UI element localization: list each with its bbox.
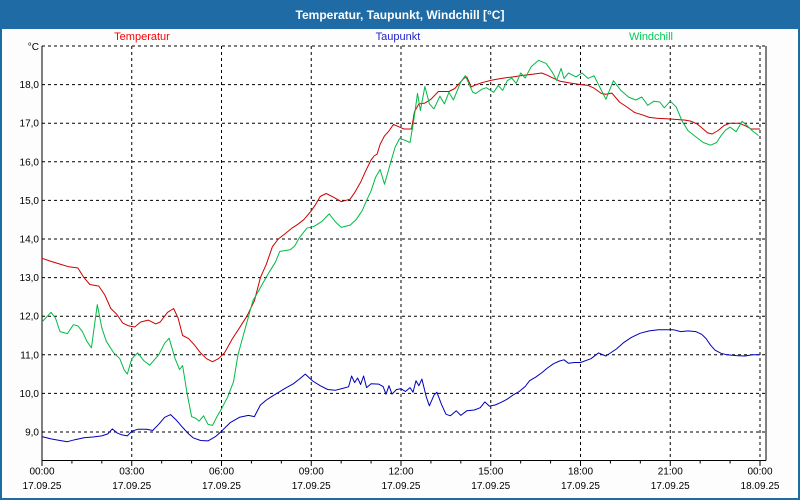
x-tick-time-label: 00:00 bbox=[29, 467, 54, 478]
x-tick-time-label: 03:00 bbox=[119, 467, 144, 478]
y-tick-label: 9,0 bbox=[25, 428, 39, 439]
x-tick-date-label: 17.09.25 bbox=[382, 481, 421, 492]
title-bar: Temperatur, Taupunkt, Windchill [°C] bbox=[2, 2, 798, 29]
legend-windchill: Windchill bbox=[628, 31, 674, 43]
x-tick-date-label: 17.09.25 bbox=[471, 481, 510, 492]
y-tick-label: 11,0 bbox=[20, 350, 39, 361]
y-tick-label: 16,0 bbox=[20, 157, 40, 168]
series-line-taupunkt bbox=[41, 329, 760, 443]
y-tick-label: 10,0 bbox=[20, 389, 40, 400]
y-tick-label: 13,0 bbox=[20, 273, 40, 284]
x-tick-date-label: 17.09.25 bbox=[202, 481, 241, 492]
x-tick-time-label: 15:00 bbox=[478, 467, 503, 478]
y-axis-unit-label: °C bbox=[28, 42, 39, 53]
x-tick-date-label: 17.09.25 bbox=[112, 481, 151, 492]
series-line-temperatur bbox=[41, 72, 760, 363]
x-tick-date-label: 17.09.25 bbox=[292, 481, 331, 492]
x-tick-time-label: 18:00 bbox=[568, 467, 593, 478]
x-tick-time-label: 09:00 bbox=[299, 467, 324, 478]
x-tick-date-label: 17.09.25 bbox=[651, 481, 690, 492]
y-tick-label: 15,0 bbox=[20, 196, 40, 207]
x-tick-time-label: 06:00 bbox=[209, 467, 234, 478]
x-tick-date-label: 18.09.25 bbox=[741, 481, 780, 492]
y-tick-label: 17,0 bbox=[20, 119, 40, 130]
x-tick-date-label: 17.09.25 bbox=[561, 481, 600, 492]
legend-taupunkt: Taupunkt bbox=[375, 31, 421, 43]
x-tick-time-label: 12:00 bbox=[388, 467, 413, 478]
y-tick-label: 14,0 bbox=[20, 235, 40, 246]
plot-area bbox=[42, 46, 766, 461]
x-tick-time-label: 00:00 bbox=[747, 467, 772, 478]
y-tick-label: 18,0 bbox=[20, 80, 40, 91]
x-tick-date-label: 17.09.25 bbox=[23, 481, 62, 492]
chart-title: Temperatur, Taupunkt, Windchill [°C] bbox=[295, 8, 505, 22]
x-tick-time-label: 21:00 bbox=[658, 467, 683, 478]
series-line-windchill bbox=[41, 59, 759, 426]
y-tick-label: 12,0 bbox=[20, 312, 40, 323]
legend-temperatur: Temperatur bbox=[114, 31, 170, 43]
